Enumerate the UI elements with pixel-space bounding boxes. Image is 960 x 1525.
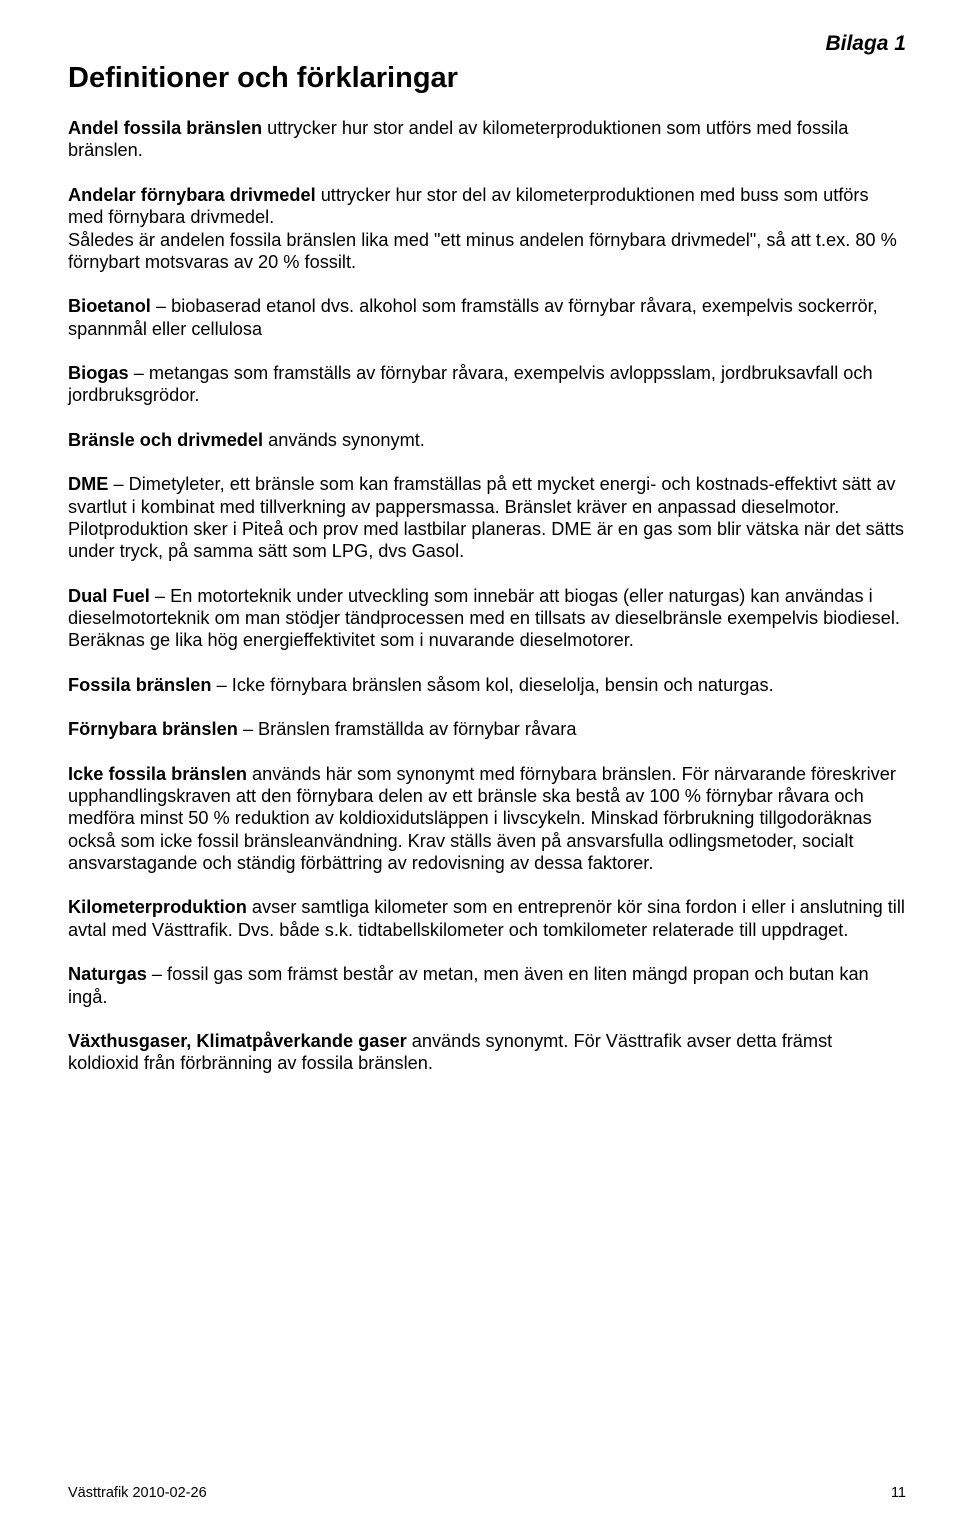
document-page: Bilaga 1 Definitioner och förklaringar A… — [0, 0, 960, 1525]
term-body: – biobaserad etanol dvs. alkohol som fra… — [68, 296, 878, 338]
footer-left: Västtrafik 2010-02-26 — [68, 1485, 207, 1501]
definition-dual-fuel: Dual Fuel – En motorteknik under utveckl… — [68, 585, 906, 652]
explanation-text: Således är andelen fossila bränslen lika… — [68, 230, 897, 272]
term: Andel fossila bränslen — [68, 118, 267, 138]
term: Bränsle och drivmedel — [68, 430, 268, 450]
term: Bioetanol — [68, 296, 156, 316]
term: Växthusgaser, Klimatpåverkande gaser — [68, 1031, 412, 1051]
page-number: 11 — [891, 1485, 906, 1501]
definition-kilometerproduktion: Kilometerproduktion avser samtliga kilom… — [68, 896, 906, 941]
definition-fossila: Fossila bränslen – Icke förnybara bränsl… — [68, 674, 906, 696]
term-body: – Dimetyleter, ett bränsle som kan frams… — [68, 474, 904, 561]
term: Kilometerproduktion — [68, 897, 252, 917]
term-body: – Icke förnybara bränslen såsom kol, die… — [217, 675, 774, 695]
definition-naturgas: Naturgas – fossil gas som främst består … — [68, 963, 906, 1008]
definition-fornybara: Förnybara bränslen – Bränslen framställd… — [68, 718, 906, 740]
definition-andelar-fornybara: Andelar förnybara drivmedel uttrycker hu… — [68, 184, 906, 274]
term: Fossila bränslen — [68, 675, 217, 695]
term: Icke fossila bränslen — [68, 764, 252, 784]
definition-vaxthusgaser: Växthusgaser, Klimatpåverkande gaser anv… — [68, 1030, 906, 1075]
appendix-label: Bilaga 1 — [68, 32, 906, 56]
definition-andel-fossila: Andel fossila bränslen uttrycker hur sto… — [68, 117, 906, 162]
term: Dual Fuel — [68, 586, 155, 606]
term-body: – fossil gas som främst består av metan,… — [68, 964, 869, 1006]
definition-biogas: Biogas – metangas som framställs av förn… — [68, 362, 906, 407]
term-body: – metangas som framställs av förnybar rå… — [68, 363, 873, 405]
page-title: Definitioner och förklaringar — [68, 62, 906, 95]
term-body: – Bränslen framställda av förnybar råvar… — [243, 719, 577, 739]
definition-icke-fossila: Icke fossila bränslen används här som sy… — [68, 763, 906, 875]
term: Biogas — [68, 363, 134, 383]
definition-dme: DME – Dimetyleter, ett bränsle som kan f… — [68, 473, 906, 563]
term: Naturgas — [68, 964, 152, 984]
definition-bransle: Bränsle och drivmedel används synonymt. — [68, 429, 906, 451]
term: Andelar förnybara drivmedel — [68, 185, 321, 205]
term: Förnybara bränslen — [68, 719, 243, 739]
term-body: används synonymt. — [268, 430, 425, 450]
page-footer: Västtrafik 2010-02-26 11 — [68, 1485, 906, 1501]
term-body: – En motorteknik under utveckling som in… — [68, 586, 900, 651]
definition-bioetanol: Bioetanol – biobaserad etanol dvs. alkoh… — [68, 295, 906, 340]
term: DME — [68, 474, 113, 494]
